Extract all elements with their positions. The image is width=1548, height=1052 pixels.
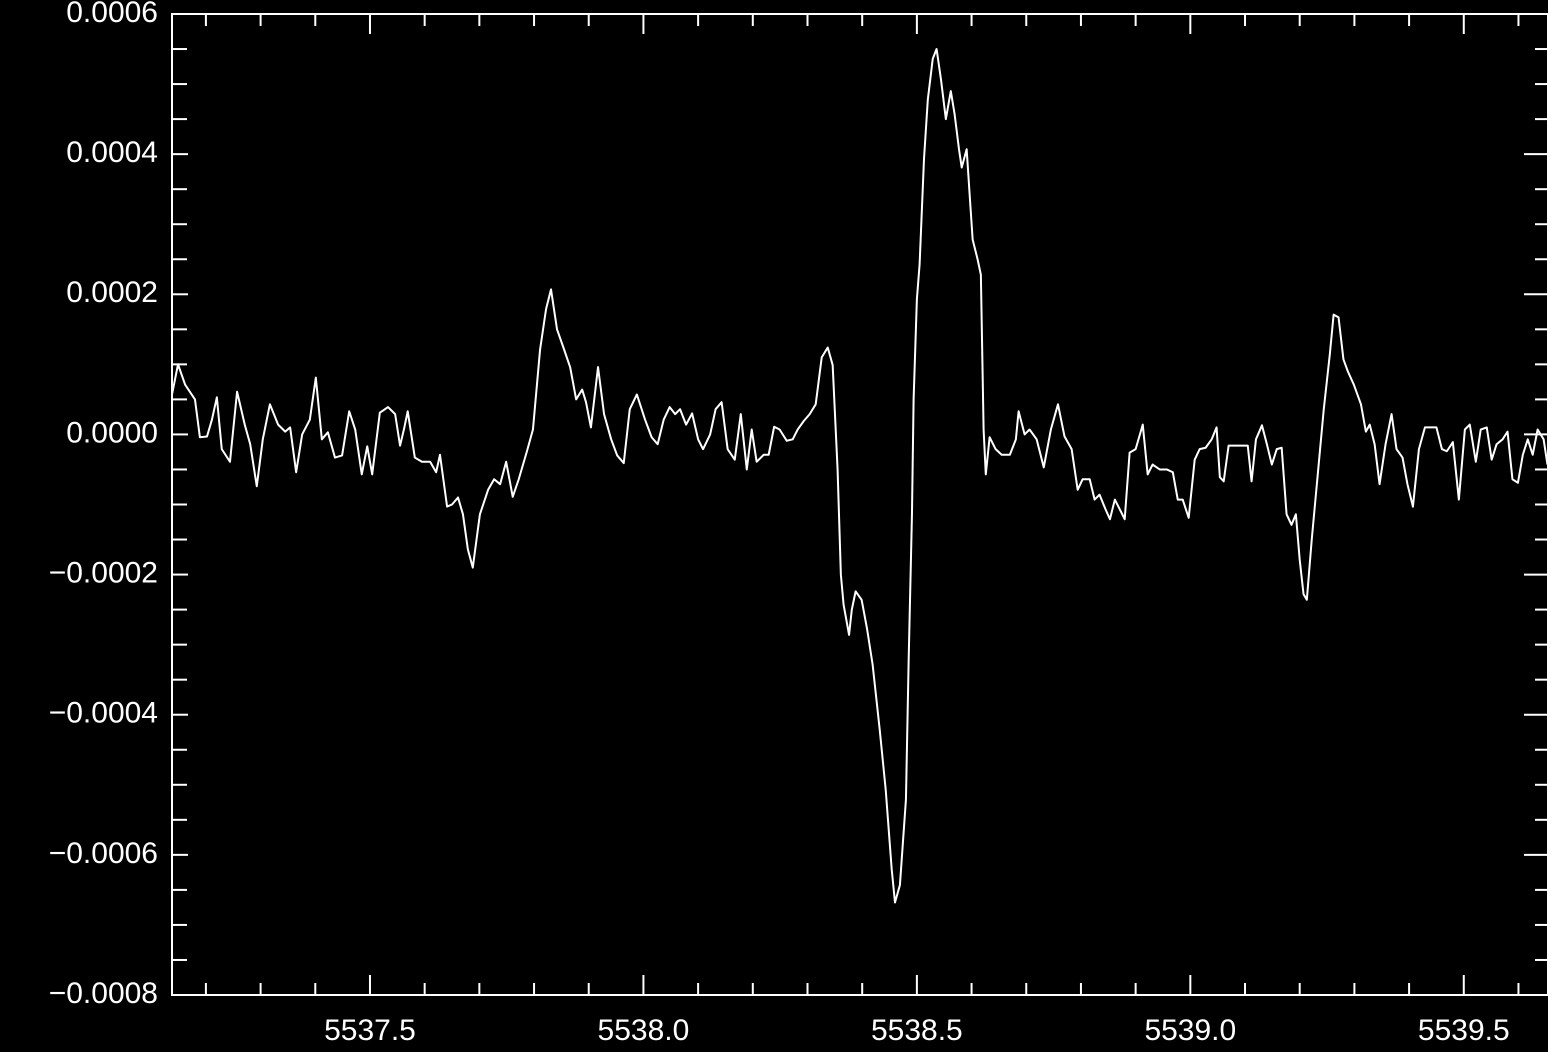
x-tick-label: 5538.0 <box>598 1014 690 1047</box>
y-tick-label: −0.0004 <box>49 697 158 730</box>
y-tick-label: 0.0004 <box>66 136 158 169</box>
y-tick-label: −0.0002 <box>49 556 158 589</box>
y-tick-label: −0.0008 <box>49 977 158 1010</box>
spectrum-line <box>171 48 1548 904</box>
y-tick-label: 0.0006 <box>66 0 158 29</box>
x-tick-label: 5537.5 <box>324 1014 416 1047</box>
y-tick-label: −0.0006 <box>49 837 158 870</box>
y-tick-label: 0.0000 <box>66 416 158 449</box>
y-tick-label: 0.0002 <box>66 276 158 309</box>
x-tick-label: 5539.5 <box>1418 1014 1510 1047</box>
x-tick-label: 5538.5 <box>871 1014 963 1047</box>
x-tick-label: 5539.0 <box>1144 1014 1236 1047</box>
